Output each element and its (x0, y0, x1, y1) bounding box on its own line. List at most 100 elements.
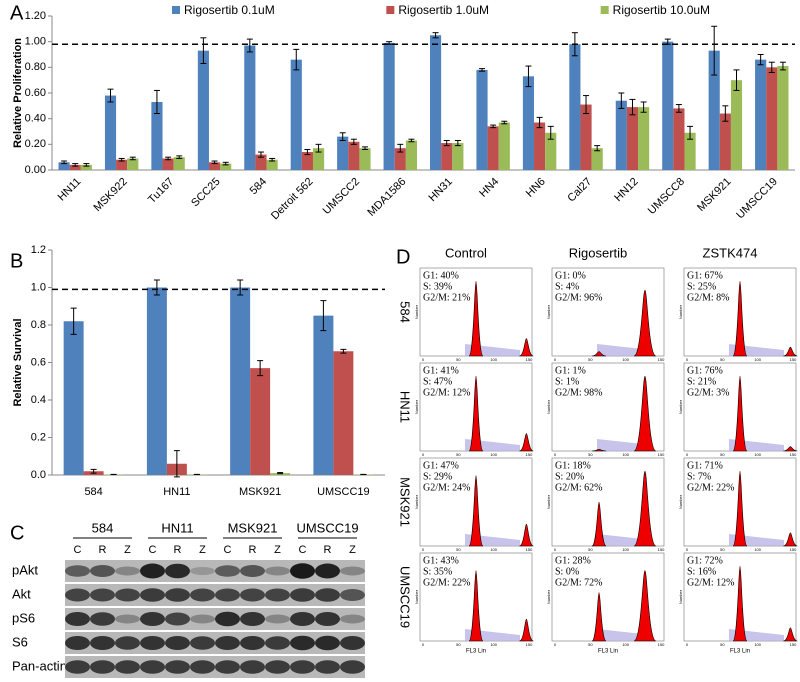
bar (684, 132, 696, 170)
blot-group-label: 584 (92, 520, 114, 535)
flow-stat: G1: 40% (423, 270, 459, 281)
error-bar (153, 279, 160, 296)
y-tick-label: 0.2 (31, 431, 46, 443)
flow-x-tick-label: 150 (658, 357, 665, 362)
flow-x-tick-label: 50 (588, 452, 593, 457)
blot-band (115, 588, 140, 602)
flow-x-tick-label: 150 (526, 642, 533, 647)
flow-stat: G1: 41% (423, 365, 459, 376)
flow-g1-peak (468, 375, 484, 452)
error-bar (443, 139, 450, 147)
blot-band (90, 636, 115, 650)
y-tick-label: 0.60 (25, 87, 46, 99)
error-bar (107, 88, 114, 103)
bar (569, 44, 581, 170)
blot-band (215, 588, 240, 602)
bar (662, 41, 674, 170)
flow-x-tick-label: 150 (658, 642, 665, 647)
x-tick-label: 584 (84, 486, 102, 498)
error-bar (640, 101, 647, 113)
error-bar (269, 157, 276, 162)
bar (301, 152, 313, 170)
x-tick-label: MDA1586 (365, 176, 408, 219)
blot-band (215, 611, 240, 627)
flow-y-label: Number (414, 494, 419, 509)
x-tick-label: Tu167 (146, 176, 176, 206)
flow-x-tick-label: 50 (720, 357, 725, 362)
blot-band (165, 612, 190, 626)
flow-stat: G2/M: 21% (423, 292, 471, 303)
flow-x-tick-label: 150 (658, 452, 665, 457)
flow-row-label: HN11 (398, 391, 413, 423)
flow-stat: G2/M: 24% (423, 482, 471, 493)
blot-row-label: Akt (12, 586, 31, 601)
bar (534, 122, 546, 170)
flow-column-title: Control (445, 245, 487, 260)
error-bar (277, 472, 284, 475)
blot-band (265, 660, 290, 674)
legend-label: Rigosertib 0.1uM (184, 3, 275, 17)
bar (626, 107, 639, 170)
flow-x-tick-label: 0 (686, 357, 689, 362)
y-tick-label: 1.00 (25, 36, 46, 48)
flow-g1-peak (468, 570, 484, 642)
blot-band (140, 563, 165, 579)
blot-band (340, 566, 365, 576)
legend-swatch (386, 6, 395, 14)
x-tick-label: HN12 (612, 176, 640, 204)
error-bar (768, 61, 775, 73)
flow-x-tick-label: 100 (490, 452, 497, 457)
error-bar (83, 163, 90, 167)
error-bar (315, 143, 322, 153)
error-bar (733, 69, 740, 91)
flow-stat: G1: 18% (555, 460, 591, 471)
blot-band (290, 588, 315, 602)
blot-band (340, 589, 365, 601)
bar (383, 42, 395, 171)
flow-g1-peak (732, 280, 748, 357)
error-bar (211, 160, 218, 165)
flow-y-label: Number (546, 399, 551, 414)
flow-x-tick-label: 50 (588, 642, 593, 647)
bar (116, 159, 128, 170)
bar (487, 126, 499, 170)
legend-label: Rigosertib 1.0uM (398, 3, 489, 17)
y-axis-label: Relative Proliferation (12, 38, 24, 148)
x-tick-label: MSK921 (239, 486, 281, 498)
flow-stat: G1: 67% (687, 270, 723, 281)
flow-stat: G1: 71% (687, 460, 723, 471)
flow-g1-peak (592, 448, 607, 452)
blot-lane-label: C (149, 544, 157, 556)
bar (777, 66, 789, 170)
error-bar (153, 89, 160, 115)
y-tick-label: 1.20 (25, 10, 46, 22)
flow-x-tick-label: 150 (790, 642, 797, 647)
bar (348, 141, 360, 170)
flow-x-tick-label: 50 (720, 547, 725, 552)
bar (63, 321, 84, 475)
x-tick-label: MSK922 (92, 176, 130, 214)
error-bar (454, 139, 461, 147)
blot-band (190, 567, 215, 575)
blot-band (265, 636, 290, 650)
blot-band (165, 636, 190, 650)
flow-stat: G1: 47% (423, 460, 459, 471)
error-bar (479, 68, 486, 72)
blot-band (90, 565, 115, 577)
flow-g2-peak (633, 375, 657, 452)
blot-band (265, 588, 290, 602)
error-bar (629, 98, 636, 116)
y-tick-label: 1.0 (31, 281, 46, 293)
x-tick-label: 584 (248, 176, 269, 197)
error-bar (257, 360, 264, 377)
flow-x-tick-label: 50 (720, 452, 725, 457)
y-tick-label: 0.80 (25, 61, 46, 73)
flow-g2-peak (633, 470, 657, 547)
blot-band (190, 614, 215, 624)
bar (58, 162, 70, 170)
error-bar (173, 450, 180, 478)
flow-x-tick-label: 100 (490, 357, 497, 362)
flow-x-tick-label: 100 (754, 642, 761, 647)
bar (333, 351, 354, 475)
flow-g2-peak (783, 446, 798, 452)
